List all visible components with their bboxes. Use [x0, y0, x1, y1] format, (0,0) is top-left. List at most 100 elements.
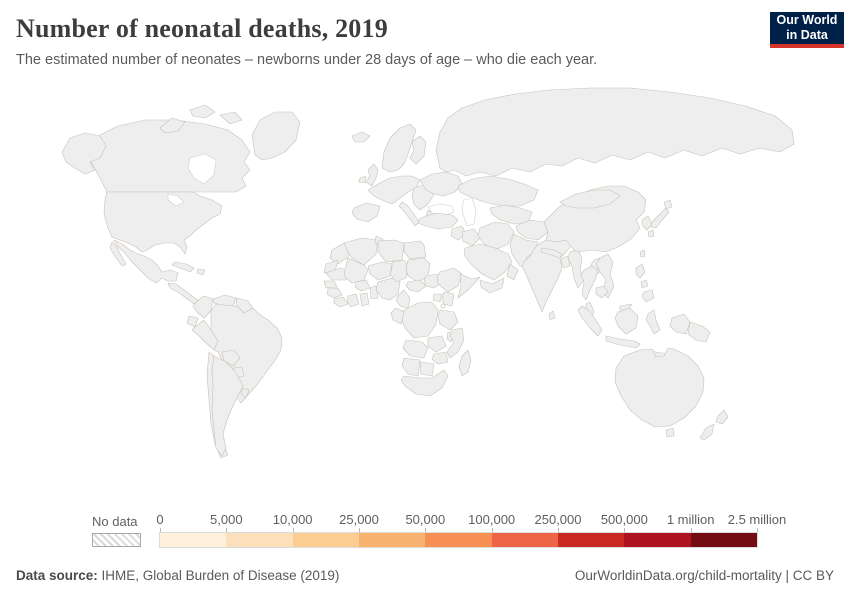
country-dr-congo[interactable]	[400, 301, 439, 339]
country-botswana[interactable]	[419, 361, 435, 377]
country-central-african-republic[interactable]	[405, 279, 427, 293]
country-iberia[interactable]	[351, 202, 381, 223]
country-oman[interactable]	[506, 263, 519, 281]
legend-color-bar[interactable]	[159, 532, 758, 548]
legend-swatch-2[interactable]	[226, 533, 293, 547]
country-madagascar[interactable]	[458, 349, 472, 377]
country-canada-island[interactable]	[219, 111, 243, 125]
country-sierra-leone[interactable]	[333, 296, 349, 308]
country-scandinavia[interactable]	[381, 123, 417, 173]
country-finland[interactable]	[409, 135, 427, 165]
country-somalia[interactable]	[457, 273, 481, 299]
country-niger[interactable]	[367, 261, 393, 281]
country-bangladesh[interactable]	[560, 255, 571, 269]
country-taiwan[interactable]	[639, 249, 646, 258]
country-nepal[interactable]	[540, 247, 563, 259]
country-mexico-baja[interactable]	[109, 241, 127, 267]
country-guinea[interactable]	[326, 287, 343, 299]
country-kenya[interactable]	[441, 291, 455, 307]
country-philippines-mindanao[interactable]	[641, 289, 655, 303]
country-sri-lanka[interactable]	[548, 310, 556, 321]
country-western-europe[interactable]	[367, 175, 421, 205]
country-iran[interactable]	[477, 221, 515, 251]
country-greenland[interactable]	[251, 111, 301, 161]
legend-swatch-7[interactable]	[557, 533, 625, 547]
country-ireland[interactable]	[358, 175, 367, 184]
legend-swatch-5[interactable]	[425, 533, 492, 547]
country-congo-gabon[interactable]	[390, 307, 405, 325]
country-turkey[interactable]	[417, 212, 459, 230]
country-iraq[interactable]	[461, 228, 481, 247]
country-thailand[interactable]	[580, 265, 599, 301]
owid-logo[interactable]: Our World in Data	[770, 12, 844, 48]
legend-swatch-3[interactable]	[292, 533, 359, 547]
country-indonesia-sumatra[interactable]	[577, 305, 603, 337]
country-zimbabwe[interactable]	[431, 351, 449, 365]
country-philippines-luzon[interactable]	[635, 263, 646, 279]
credit-link[interactable]: OurWorldinData.org/child-mortality | CC …	[574, 568, 834, 583]
country-mexico[interactable]	[113, 239, 179, 284]
country-egypt[interactable]	[403, 240, 427, 260]
country-usa[interactable]	[103, 191, 223, 255]
country-new-zealand-south[interactable]	[699, 423, 715, 441]
legend-swatch-9[interactable]	[690, 533, 757, 547]
country-central-america[interactable]	[167, 282, 199, 305]
country-kazakhstan[interactable]	[457, 175, 539, 207]
country-south-africa[interactable]	[400, 369, 449, 397]
country-chad[interactable]	[389, 259, 409, 283]
country-mozambique[interactable]	[446, 327, 465, 359]
country-korea[interactable]	[641, 215, 653, 231]
country-indonesia-west-papua[interactable]	[669, 313, 691, 335]
country-ecuador[interactable]	[186, 315, 199, 328]
country-mongolia[interactable]	[559, 189, 621, 209]
country-ghana[interactable]	[359, 292, 370, 307]
country-uganda[interactable]	[432, 293, 443, 303]
country-canada-island[interactable]	[159, 117, 186, 134]
country-ivory-coast[interactable]	[346, 293, 360, 308]
country-angola[interactable]	[402, 339, 429, 359]
country-cuba[interactable]	[171, 261, 195, 273]
legend-no-data-swatch[interactable]	[92, 533, 141, 547]
country-yemen[interactable]	[479, 277, 505, 294]
country-australia[interactable]	[614, 347, 705, 428]
country-japan-kyushu[interactable]	[647, 229, 655, 238]
country-afghanistan[interactable]	[515, 219, 549, 241]
country-colombia[interactable]	[192, 295, 214, 319]
legend-swatch-6[interactable]	[491, 533, 558, 547]
country-canada-island[interactable]	[189, 104, 216, 119]
country-japan-hokkaido[interactable]	[663, 199, 673, 210]
country-saudi-arabia[interactable]	[463, 243, 513, 281]
country-russia[interactable]	[435, 87, 795, 177]
country-new-zealand-north[interactable]	[715, 409, 729, 425]
country-italy[interactable]	[398, 201, 420, 227]
legend-swatch-8[interactable]	[624, 533, 691, 547]
country-central-asia[interactable]	[489, 204, 533, 225]
country-indonesia-sulawesi[interactable]	[645, 309, 661, 335]
country-hispaniola[interactable]	[196, 268, 206, 276]
country-papua-new-guinea[interactable]	[687, 321, 711, 343]
country-zambia[interactable]	[427, 335, 447, 353]
country-senegal[interactable]	[323, 280, 338, 289]
country-algeria[interactable]	[343, 237, 379, 266]
country-uruguay[interactable]	[240, 387, 250, 399]
country-ethiopia[interactable]	[436, 267, 463, 293]
country-namibia[interactable]	[401, 357, 421, 377]
country-sudan[interactable]	[405, 257, 431, 283]
country-bolivia[interactable]	[221, 349, 241, 367]
country-indonesia-borneo[interactable]	[614, 307, 639, 335]
country-burkina-faso[interactable]	[354, 279, 371, 292]
legend-swatch-1[interactable]	[160, 533, 227, 547]
country-libya[interactable]	[377, 239, 405, 263]
country-cambodia[interactable]	[595, 285, 609, 299]
country-argentina[interactable]	[211, 355, 244, 457]
country-iceland[interactable]	[351, 131, 371, 143]
country-alaska[interactable]	[61, 132, 107, 175]
country-philippines-visayas[interactable]	[640, 279, 649, 289]
country-indonesia-java[interactable]	[605, 335, 641, 349]
country-uk[interactable]	[365, 163, 379, 187]
legend-swatch-4[interactable]	[358, 533, 426, 547]
country-myanmar[interactable]	[567, 249, 585, 289]
country-japan[interactable]	[650, 207, 670, 229]
country-australia-tasmania[interactable]	[665, 427, 675, 438]
country-tanzania[interactable]	[437, 309, 459, 331]
